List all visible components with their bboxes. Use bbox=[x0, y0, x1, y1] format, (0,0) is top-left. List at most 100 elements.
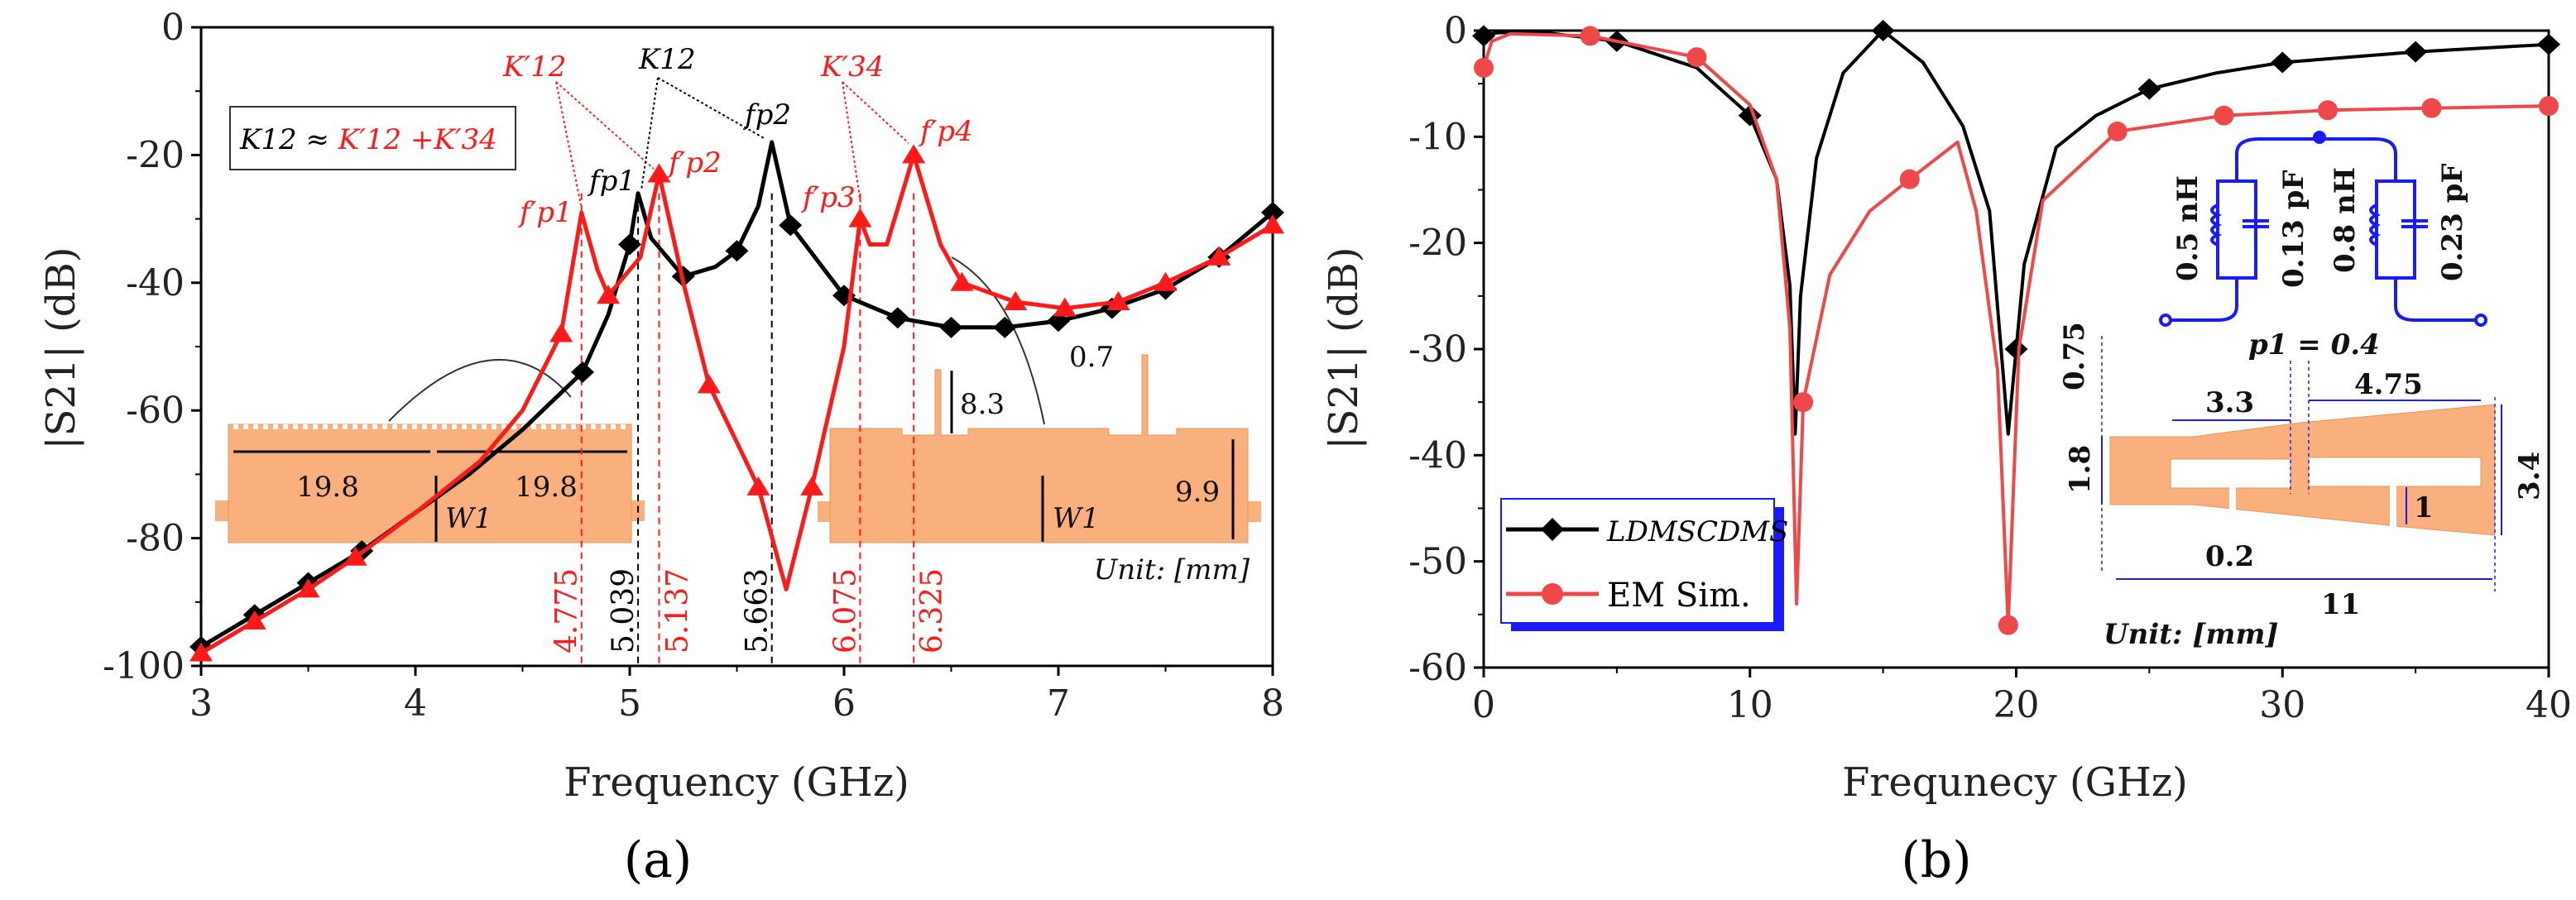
y-axis-label-a: |S21| (dB) bbox=[38, 247, 84, 449]
inset-resonator-left: 19.8 19.8 W1 bbox=[215, 424, 645, 543]
equivalent-circuit bbox=[2159, 131, 2487, 327]
data-point-diamond bbox=[2271, 51, 2295, 74]
data-point-triangle bbox=[189, 642, 213, 662]
data-point-circle bbox=[1998, 615, 2018, 635]
data-point-triangle bbox=[950, 271, 974, 291]
data-point-circle bbox=[2214, 105, 2234, 126]
y-tick-label: -10 bbox=[1408, 116, 1467, 158]
dms-layout bbox=[2101, 336, 2502, 591]
data-point-triangle bbox=[848, 208, 872, 227]
y-tick-label: -60 bbox=[126, 390, 185, 432]
label-0-13pf: 0.13 pF bbox=[2277, 170, 2310, 288]
dim-8-3: 8.3 bbox=[960, 388, 1005, 421]
x-tick-label: 40 bbox=[2526, 684, 2572, 726]
data-point-diamond bbox=[1871, 20, 1895, 41]
x-tick-label: 3 bbox=[189, 682, 213, 725]
x-tick-label: 6 bbox=[832, 682, 856, 725]
label-0-5nh: 0.5 nH bbox=[2171, 175, 2204, 281]
data-point-triangle bbox=[1261, 214, 1284, 234]
y-tick-label: -100 bbox=[103, 645, 185, 687]
data-point-triangle bbox=[902, 144, 926, 164]
frequency-marker-label: 6.325 bbox=[915, 568, 949, 653]
unit-label-a: Unit: [mm] bbox=[1094, 553, 1250, 586]
unit-label-b: Unit: [mm] bbox=[2103, 618, 2279, 651]
label-k12: K12 bbox=[638, 43, 696, 76]
equation-box bbox=[229, 106, 516, 170]
x-tick-label: 7 bbox=[1047, 682, 1070, 725]
dim-11: 11 bbox=[2321, 588, 2360, 621]
data-point-triangle bbox=[343, 546, 367, 566]
dim-1: 1 bbox=[2414, 491, 2434, 524]
data-point-triangle bbox=[597, 285, 621, 304]
panel-a: 3 4 5 6 7 8 0 -20 -40 -60 -80 -100 |S21| (dB) Frequ… bbox=[38, 7, 1284, 889]
y-tick-label: -40 bbox=[126, 262, 185, 304]
data-point-circle bbox=[1580, 26, 1600, 46]
legend-circle-icon bbox=[1542, 583, 1563, 605]
dim-w1-left: W1 bbox=[445, 502, 492, 535]
y-tick-label: -20 bbox=[126, 134, 185, 176]
dim-19-8-right: 19.8 bbox=[515, 471, 578, 504]
y-tick-label: -60 bbox=[1408, 647, 1467, 689]
legend-b: LDMSCDMS EM Sim. bbox=[1500, 498, 1788, 631]
dim-0-75: 0.75 bbox=[2058, 322, 2091, 390]
dim-3-4: 3.4 bbox=[2513, 452, 2546, 500]
data-point-triangle bbox=[1106, 290, 1130, 310]
series-line-em-sim- bbox=[1482, 31, 2550, 627]
y-tick-label: -50 bbox=[1408, 541, 1467, 583]
data-point-circle bbox=[2317, 100, 2338, 121]
legend-entry-em: EM Sim. bbox=[1607, 577, 1751, 615]
label-0-23pf: 0.23 pF bbox=[2436, 163, 2469, 281]
data-point-circle bbox=[2107, 121, 2127, 141]
data-point-diamond bbox=[2404, 41, 2428, 63]
data-point-diamond bbox=[1261, 201, 1284, 223]
data-point-circle bbox=[2421, 98, 2442, 118]
data-point-circle bbox=[2539, 96, 2559, 117]
data-point-diamond bbox=[2004, 338, 2028, 360]
data-point-circle bbox=[1793, 392, 1814, 413]
caption-b: (b) bbox=[1901, 831, 1971, 889]
data-point-triangle bbox=[242, 610, 266, 630]
frequency-marker-label: 6.075 bbox=[828, 568, 862, 653]
y-tick-label: 0 bbox=[1444, 10, 1467, 52]
label-fp3-prime: f′p3 bbox=[800, 181, 856, 214]
label-0-8nh: 0.8 nH bbox=[2329, 167, 2362, 273]
x-tick-label: 30 bbox=[2259, 684, 2305, 726]
data-point-diamond bbox=[939, 316, 963, 338]
y-axis-label-b: |S21| (dB) bbox=[1321, 247, 1367, 449]
label-fp1: fp1 bbox=[587, 165, 636, 198]
frequency-marker-label: 5.663 bbox=[741, 568, 775, 653]
series-line-red bbox=[199, 152, 1274, 655]
y-tick-label: -20 bbox=[1408, 223, 1467, 265]
x-tick-label: 8 bbox=[1261, 682, 1284, 725]
data-point-triangle bbox=[1207, 246, 1231, 266]
data-point-triangle bbox=[697, 374, 721, 394]
x-tick-label: 0 bbox=[1472, 684, 1495, 726]
dim-9-9: 9.9 bbox=[1175, 476, 1220, 509]
data-point-triangle bbox=[296, 578, 320, 598]
legend-entry-ldms: LDMSCDMS bbox=[1606, 515, 1788, 548]
y-tick-label: 0 bbox=[161, 7, 185, 49]
x-axis-label-a: Frequency (GHz) bbox=[564, 759, 909, 806]
y-tick-label: -30 bbox=[1408, 328, 1467, 371]
x-tick-label: 5 bbox=[618, 682, 641, 725]
y-tick-label: -40 bbox=[1408, 434, 1467, 476]
caption-a: (a) bbox=[624, 831, 693, 889]
data-point-diamond bbox=[2537, 33, 2560, 55]
data-point-diamond bbox=[779, 214, 803, 237]
data-point-triangle bbox=[1154, 271, 1178, 291]
dim-19-8-left: 19.8 bbox=[296, 471, 359, 504]
data-point-diamond bbox=[885, 307, 909, 329]
data-point-diamond bbox=[725, 240, 749, 262]
data-point-diamond bbox=[993, 316, 1017, 338]
label-k12-prime: K′12 bbox=[502, 50, 566, 84]
equation-text: K12 ≈ K′12 +K′34 bbox=[239, 123, 497, 156]
frequency-marker-label: 5.039 bbox=[607, 568, 640, 653]
x-tick-label: 4 bbox=[404, 682, 427, 725]
dim-p1: p1 = 0.4 bbox=[2248, 328, 2380, 361]
data-point-triangle bbox=[1004, 290, 1028, 310]
frequency-marker-label: 4.775 bbox=[550, 568, 584, 653]
x-tick-label: 20 bbox=[1993, 684, 2040, 726]
inset-resonator-right: 8.3 0.7 9.9 W1 Unit: [mm] bbox=[818, 341, 1261, 586]
label-k34-prime: K′34 bbox=[820, 50, 884, 84]
